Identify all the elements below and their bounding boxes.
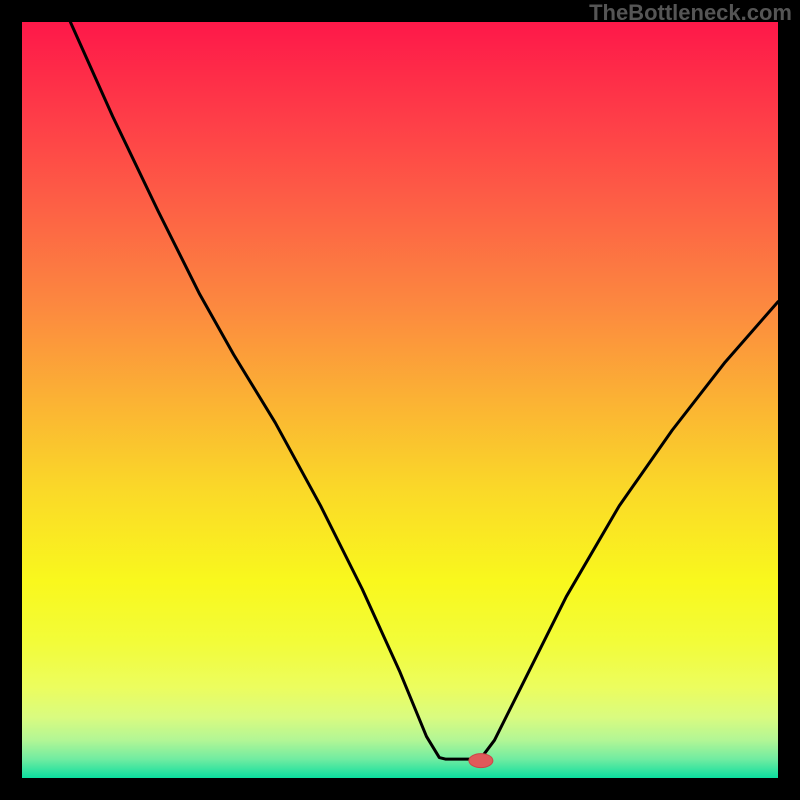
gradient-background [22, 22, 778, 778]
bottleneck-chart [0, 0, 800, 800]
optimal-point-marker [469, 754, 493, 768]
watermark-text: TheBottleneck.com [589, 0, 792, 26]
